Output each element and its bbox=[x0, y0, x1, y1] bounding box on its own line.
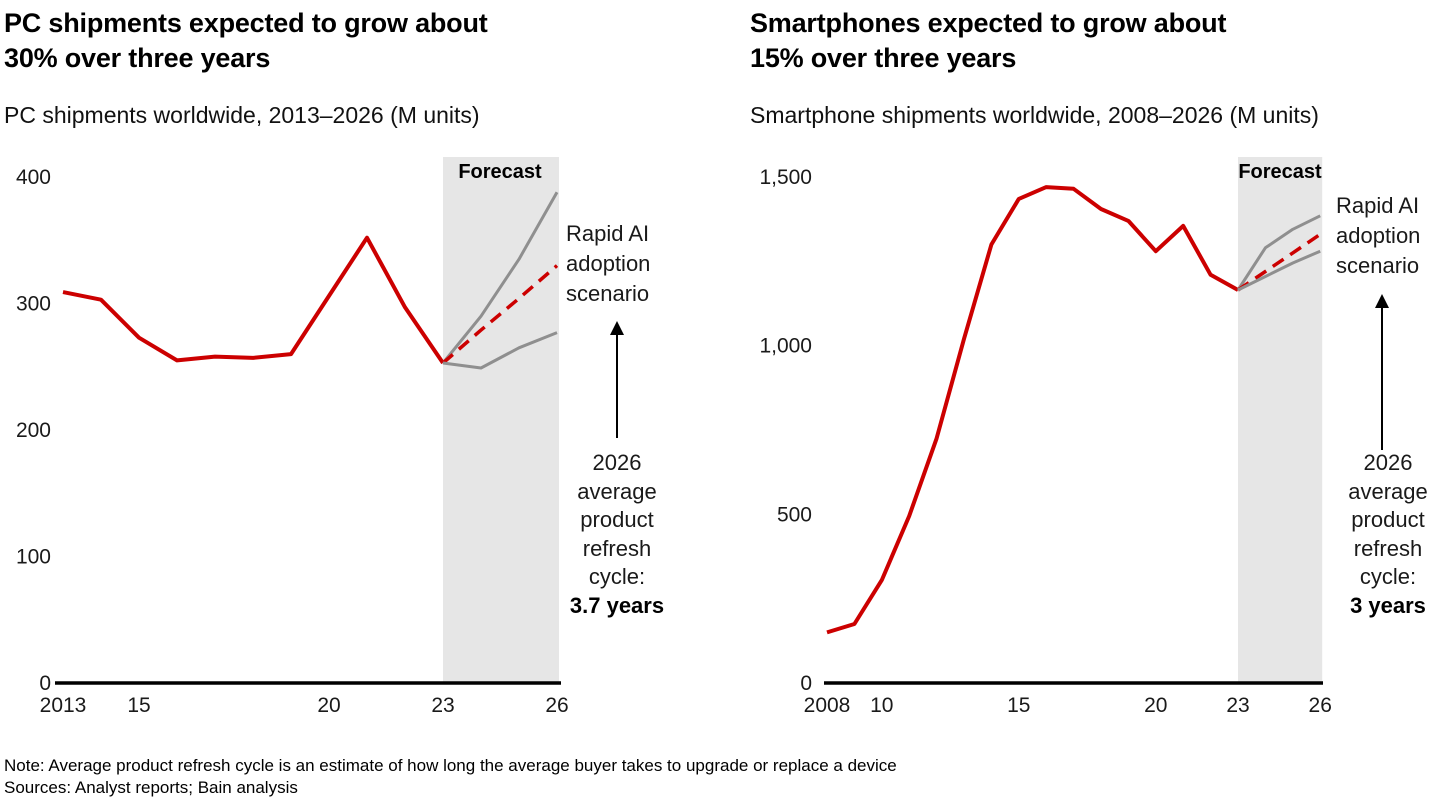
x-tick-label: 20 bbox=[317, 694, 340, 717]
rapid-ai-adoption-scenario-line bbox=[441, 264, 559, 365]
x-tick-label: 2008 bbox=[804, 694, 851, 717]
right-chart-subtitle: Smartphone shipments worldwide, 2008–202… bbox=[750, 102, 1319, 128]
high-forecast-scenario-line bbox=[1236, 214, 1321, 291]
rapid-ai-adoption-scenario-line bbox=[1237, 232, 1322, 292]
left-forecast-label: Forecast bbox=[458, 161, 542, 183]
x-tick-label: 15 bbox=[1007, 694, 1030, 717]
x-tick-label: 23 bbox=[1226, 694, 1249, 717]
left-chart-title: PC shipments expected to grow about 30% … bbox=[4, 8, 488, 73]
right-refresh-cycle-label: 2026 average product refresh cycle: bbox=[1348, 450, 1428, 590]
sources-line: Sources: Analyst reports; Bain analysis bbox=[4, 778, 298, 797]
right-forecast-label: Forecast bbox=[1238, 161, 1322, 183]
forecast-band bbox=[443, 157, 559, 683]
left-refresh-cycle-value: 3.7 years bbox=[569, 593, 665, 618]
y-tick-label: 100 bbox=[16, 546, 51, 569]
left-refresh-cycle-label: 2026 average product refresh cycle: bbox=[577, 450, 657, 590]
pc-shipments-actual--line bbox=[62, 235, 445, 365]
high-forecast-scenario-line bbox=[441, 191, 559, 364]
y-tick-label: 200 bbox=[16, 419, 51, 442]
y-tick-label: 500 bbox=[777, 503, 812, 526]
x-tick-label: 2013 bbox=[40, 694, 87, 717]
low-forecast-scenario-line bbox=[1237, 249, 1321, 292]
x-tick-label: 26 bbox=[545, 694, 568, 717]
y-tick-label: 400 bbox=[16, 166, 51, 189]
x-tick-label: 10 bbox=[870, 694, 893, 717]
x-tick-label: 23 bbox=[431, 694, 454, 717]
low-forecast-scenario-line bbox=[442, 331, 558, 370]
x-tick-label: 15 bbox=[127, 694, 150, 717]
annotation-arrowhead bbox=[1375, 294, 1389, 308]
footnote: Note: Average product refresh cycle is a… bbox=[4, 756, 897, 775]
right-chart-title: Smartphones expected to grow about 15% o… bbox=[750, 8, 1227, 73]
x-tick-label: 26 bbox=[1309, 694, 1332, 717]
right-scenario-label: Rapid AI adoption scenario bbox=[1336, 193, 1421, 278]
left-chart-subtitle: PC shipments worldwide, 2013–2026 (M uni… bbox=[4, 102, 480, 128]
smartphone-shipments-actual--line bbox=[826, 185, 1239, 635]
y-tick-label: 1,000 bbox=[759, 335, 812, 358]
x-tick-label: 20 bbox=[1144, 694, 1167, 717]
annotation-arrowhead bbox=[610, 321, 624, 335]
left-scenario-label: Rapid AI adoption scenario bbox=[566, 221, 651, 306]
y-tick-label: 0 bbox=[800, 672, 812, 695]
forecast-band bbox=[1238, 157, 1323, 683]
y-tick-label: 1,500 bbox=[759, 166, 812, 189]
right-refresh-cycle-value: 3 years bbox=[1350, 593, 1426, 618]
y-tick-label: 0 bbox=[39, 672, 51, 695]
y-tick-label: 300 bbox=[16, 293, 51, 316]
